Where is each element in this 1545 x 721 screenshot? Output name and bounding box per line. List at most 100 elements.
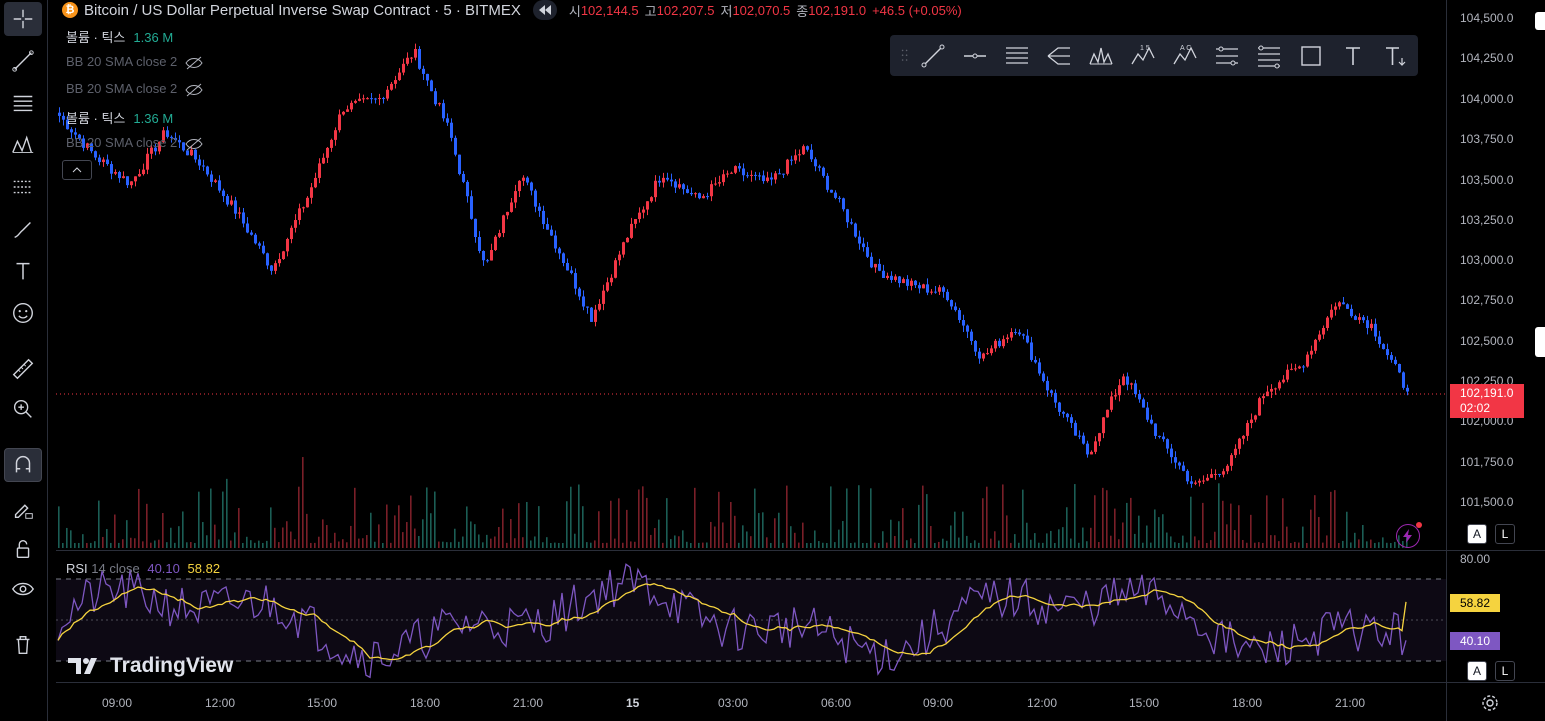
volume-bar [422, 519, 424, 548]
scroll-handle[interactable] [1535, 327, 1545, 357]
low-value: 102,070.5 [732, 2, 791, 18]
rectangle-icon[interactable] [1290, 35, 1332, 76]
candle-body [786, 159, 789, 174]
rsi-axis[interactable]: 80.00 [1448, 552, 1545, 680]
auto-scale-button[interactable]: A [1467, 524, 1487, 544]
volume-bar [238, 508, 240, 548]
volume-bar [974, 540, 976, 548]
candle-body [62, 115, 65, 120]
volume-bar [78, 542, 80, 548]
volume-bar [566, 501, 568, 548]
pane-separator[interactable] [56, 550, 1545, 551]
candle-body [214, 180, 217, 182]
volume-bar [818, 541, 820, 548]
candle-body [322, 157, 325, 164]
text-tool-icon[interactable] [4, 254, 42, 288]
elliott-wave-icon[interactable]: 1 5 [1122, 35, 1164, 76]
candle-body [1014, 332, 1017, 334]
emoji-tool-icon[interactable] [4, 296, 42, 330]
volume-bar [1298, 542, 1300, 548]
volume-bar [154, 540, 156, 548]
candle-body [554, 235, 557, 249]
chart-settings-gear-icon[interactable] [1481, 694, 1501, 714]
scroll-handle[interactable] [1535, 12, 1545, 30]
bb-legend-label: BB 20 SMA close 2 [66, 81, 178, 96]
volume-bar [1302, 526, 1304, 548]
forecast-tool-icon[interactable] [4, 170, 42, 204]
trash-icon[interactable] [4, 628, 42, 662]
candle-body [954, 306, 957, 311]
candle-body [306, 197, 309, 208]
volume-bar [538, 506, 540, 548]
fib-levels-icon[interactable] [1248, 35, 1290, 76]
rsi-log-scale-button[interactable]: L [1495, 661, 1515, 681]
rsi-value-tag: 40.10 [1450, 632, 1500, 650]
hidden-eye-icon[interactable] [185, 137, 203, 151]
anchored-text-icon[interactable] [1374, 35, 1416, 76]
candle-body [502, 215, 505, 234]
price-range-icon[interactable] [1206, 35, 1248, 76]
hidden-eye-icon[interactable] [185, 83, 203, 97]
alert-lightning-icon[interactable] [1396, 522, 1422, 548]
time-axis-label: 18:00 [410, 696, 441, 710]
drag-handle-icon[interactable] [898, 35, 912, 76]
bb-legend[interactable]: BB 20 SMA close 2 [66, 135, 203, 151]
candle-body [746, 175, 749, 177]
volume-bar [590, 542, 592, 548]
volume-bar [914, 542, 916, 548]
visibility-eye-icon[interactable] [4, 572, 42, 606]
trend-line-tool-icon[interactable] [4, 44, 42, 78]
crosshair-tool-icon[interactable] [4, 2, 42, 36]
trend-line-icon[interactable] [912, 35, 954, 76]
candle-body [1038, 362, 1041, 374]
close-value: 102,191.0 [808, 2, 867, 18]
tradingview-logo-icon [68, 658, 97, 674]
time-axis-label: 15 [626, 696, 640, 710]
rsi-pane[interactable] [56, 552, 1446, 680]
rsi-legend[interactable]: RSI 14 close 40.10 58.82 [66, 561, 220, 576]
rsi-auto-scale-button[interactable]: A [1467, 661, 1487, 681]
volume-bar [270, 507, 272, 548]
horizontal-ray-icon[interactable] [954, 35, 996, 76]
hidden-eye-icon[interactable] [185, 56, 203, 70]
pattern-tool-icon[interactable] [4, 128, 42, 162]
lock-drawing-icon[interactable] [4, 492, 42, 526]
zoom-in-icon[interactable] [4, 392, 42, 426]
candle-body [506, 211, 509, 216]
price-axis[interactable]: 104,500.0 104,250.0 104,000.0 103,750.0 103,… [1448, 0, 1545, 550]
fib-retracement-tool-icon[interactable] [4, 86, 42, 120]
lock-icon[interactable] [4, 532, 42, 566]
volume-legend[interactable]: 볼륨 · 틱스 1.36 M [66, 27, 173, 46]
volume-bar [346, 542, 348, 548]
pitchfork-icon[interactable] [1038, 35, 1080, 76]
ruler-tool-icon[interactable] [4, 352, 42, 386]
candle-body [374, 98, 377, 100]
bb-legend[interactable]: BB 20 SMA close 2 [66, 81, 203, 97]
volume-bar [90, 542, 92, 548]
candle-body [698, 193, 701, 199]
parallel-channel-icon[interactable] [996, 35, 1038, 76]
head-shoulders-icon[interactable] [1080, 35, 1122, 76]
time-axis[interactable]: 09:00 12:00 15:00 18:00 21:00 15 03:00 06:00 09:… [56, 684, 1446, 721]
log-scale-button[interactable]: L [1495, 524, 1515, 544]
candle-body [1398, 363, 1401, 373]
brush-tool-icon[interactable] [4, 212, 42, 246]
volume-legend[interactable]: 볼륨 · 틱스 1.36 M [66, 108, 173, 127]
candle-body [1170, 448, 1173, 458]
price-axis-label: 104,000.0 [1460, 92, 1514, 106]
abc-pattern-icon[interactable]: A C [1164, 35, 1206, 76]
candle-body [1338, 302, 1341, 307]
symbol-title[interactable]: Bitcoin / US Dollar Perpetual Inverse Sw… [84, 1, 521, 19]
replay-icon[interactable] [532, 0, 557, 20]
candle-body [906, 279, 909, 286]
volume-bar [606, 542, 608, 548]
price-chart[interactable] [56, 0, 1446, 550]
magnet-icon[interactable] [4, 448, 42, 482]
collapse-legend-button[interactable] [62, 160, 92, 180]
text-icon[interactable] [1332, 35, 1374, 76]
chevron-up-icon [72, 167, 82, 173]
volume-bar [1070, 538, 1072, 548]
price-axis-label: 103,750.0 [1460, 132, 1514, 146]
bb-legend[interactable]: BB 20 SMA close 2 [66, 54, 203, 70]
candle-body [802, 146, 805, 155]
